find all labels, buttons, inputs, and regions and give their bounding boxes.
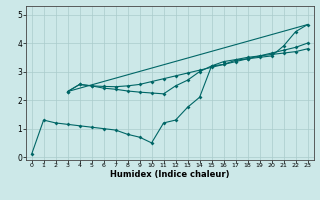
X-axis label: Humidex (Indice chaleur): Humidex (Indice chaleur) — [110, 170, 229, 179]
